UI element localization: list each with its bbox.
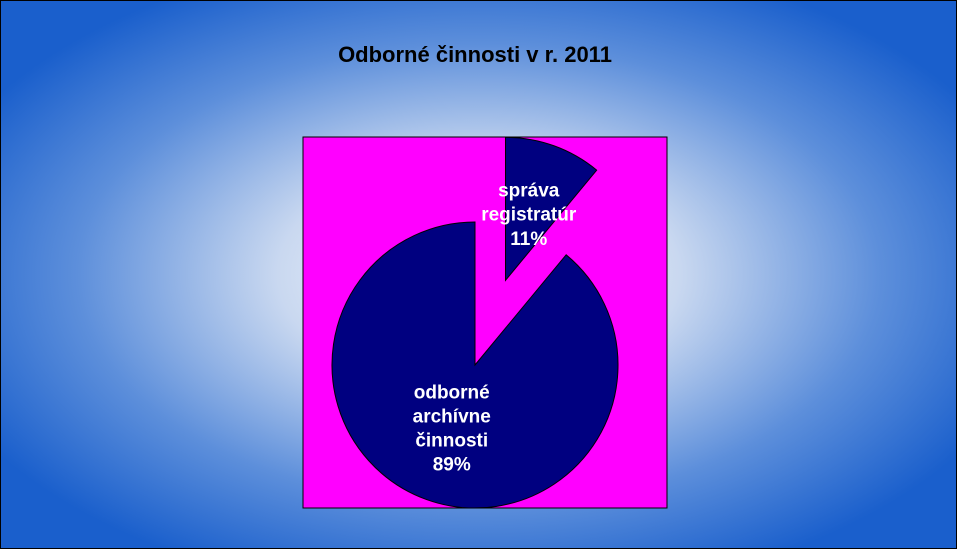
pie-slice [504, 136, 598, 282]
slice-value-label: 89% [433, 455, 471, 476]
slice-label: odborné archívne činnosti [413, 383, 491, 452]
pie-slice [331, 221, 619, 509]
slice-value-label: 11% [510, 229, 547, 250]
chart-title: Odborné činnosti v r. 2011 [338, 42, 612, 67]
slice-label: správa registratúr [481, 181, 577, 226]
